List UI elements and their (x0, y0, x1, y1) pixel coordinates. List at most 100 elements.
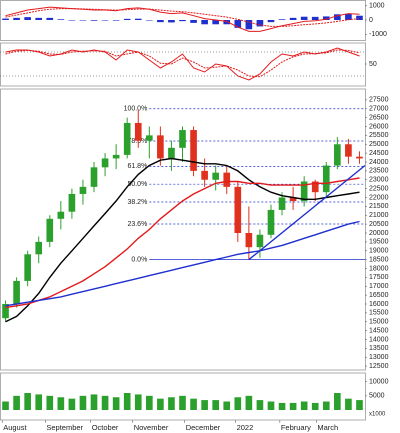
macd-line (5, 6, 360, 32)
histogram-bar (90, 20, 98, 21)
volume-bar (101, 395, 109, 410)
stochastic-panel (0, 42, 366, 87)
y-tick-label: 26500 (369, 114, 389, 121)
y-tick-label: 27500 (369, 97, 389, 104)
y-tick-label: 15500 (369, 310, 389, 317)
histogram-bar (356, 15, 363, 20)
candle-body (311, 181, 319, 193)
candle-body (68, 193, 76, 212)
histogram-bar (322, 16, 330, 20)
candle-body (300, 181, 308, 202)
candle-body (123, 122, 131, 155)
volume-bar (157, 398, 164, 410)
y-tick-label: 25000 (369, 141, 389, 148)
histogram-bar (46, 17, 54, 20)
volume-bar (13, 395, 20, 410)
volume-bar (112, 397, 120, 410)
histogram-bar (134, 18, 142, 20)
volume-bar (24, 393, 31, 410)
candle-body (345, 144, 352, 157)
volume-bar (289, 402, 297, 410)
histogram-bar (223, 20, 231, 25)
macd-panel (0, 0, 366, 41)
candle-body (134, 122, 142, 141)
y-tick-label: -1000 (369, 31, 387, 38)
volume-bar (322, 401, 330, 410)
candle-body (2, 304, 9, 319)
histogram-bar (311, 16, 319, 20)
candle-body (112, 154, 120, 159)
histogram-bar (79, 20, 87, 21)
candle-body (322, 165, 330, 193)
candle-body (267, 209, 275, 235)
candle-body (46, 218, 54, 242)
y-tick-label: 25500 (369, 132, 389, 139)
histogram-bar (112, 20, 120, 21)
histogram-bar (179, 20, 186, 22)
candle-body (35, 241, 43, 255)
volume-bar (256, 400, 264, 410)
fib-label: 50.0% (127, 181, 147, 188)
volume-bar (179, 395, 186, 410)
volume-bar (57, 397, 65, 410)
volume-bar (223, 401, 231, 410)
candle-body (146, 135, 153, 141)
candle-body (334, 144, 341, 166)
candle-body (356, 156, 363, 159)
y-tick-label: 0 (369, 17, 373, 24)
volume-bar (134, 394, 142, 410)
histogram-bar (278, 19, 286, 20)
x-tick-label: February (281, 423, 311, 432)
y-tick-label: 23000 (369, 177, 389, 184)
candle-body (101, 158, 109, 168)
fib-label: 0.0% (131, 256, 147, 263)
volume-bar (234, 397, 242, 410)
volume-bar (245, 395, 253, 410)
volume-bar (212, 400, 219, 410)
stoch-d (5, 49, 360, 78)
volume-bar (90, 394, 98, 410)
volume-bar (334, 393, 341, 410)
y-tick-label: 22500 (369, 185, 389, 192)
volume-panel (0, 372, 366, 421)
y-tick-label: 20500 (369, 221, 389, 228)
y-tick-label: 13500 (369, 345, 389, 352)
moving-average (5, 177, 360, 309)
candle-body (79, 186, 87, 194)
y-tick-label: 23500 (369, 168, 389, 175)
trendline (248, 164, 366, 261)
fib-label: 100.0% (124, 106, 148, 113)
candle-body (190, 130, 197, 171)
candle-body (201, 170, 208, 180)
candle-body (234, 186, 242, 233)
histogram-bar (2, 18, 9, 20)
y-tick-label: 20000 (369, 230, 389, 237)
x-tick-label: December (186, 423, 221, 432)
volume-bar (300, 401, 308, 410)
y-tick-label: 26000 (369, 123, 389, 130)
candle-body (90, 167, 98, 187)
y-tick-label: 21500 (369, 203, 389, 210)
histogram-bar (157, 20, 164, 23)
candle-body (168, 147, 175, 159)
volume-bar (311, 402, 319, 410)
volume-unit: x1000 (369, 412, 386, 418)
histogram-bar (201, 20, 208, 25)
histogram-bar (345, 13, 352, 20)
volume-bar (201, 400, 208, 410)
histogram-bar (123, 18, 131, 20)
histogram-bar (212, 20, 219, 25)
y-tick-label: 16000 (369, 301, 389, 308)
volume-bar (278, 402, 286, 410)
histogram-bar (300, 16, 308, 20)
y-tick-label: 24500 (369, 150, 389, 157)
candle-body (212, 172, 219, 180)
y-tick-label: 19000 (369, 248, 389, 255)
y-tick-label: 12500 (369, 363, 389, 370)
candle-body (256, 234, 264, 248)
histogram-bar (245, 20, 253, 30)
x-tick-label: March (317, 423, 338, 432)
y-tick-label: 10000 (369, 379, 389, 386)
histogram-bar (168, 20, 175, 23)
